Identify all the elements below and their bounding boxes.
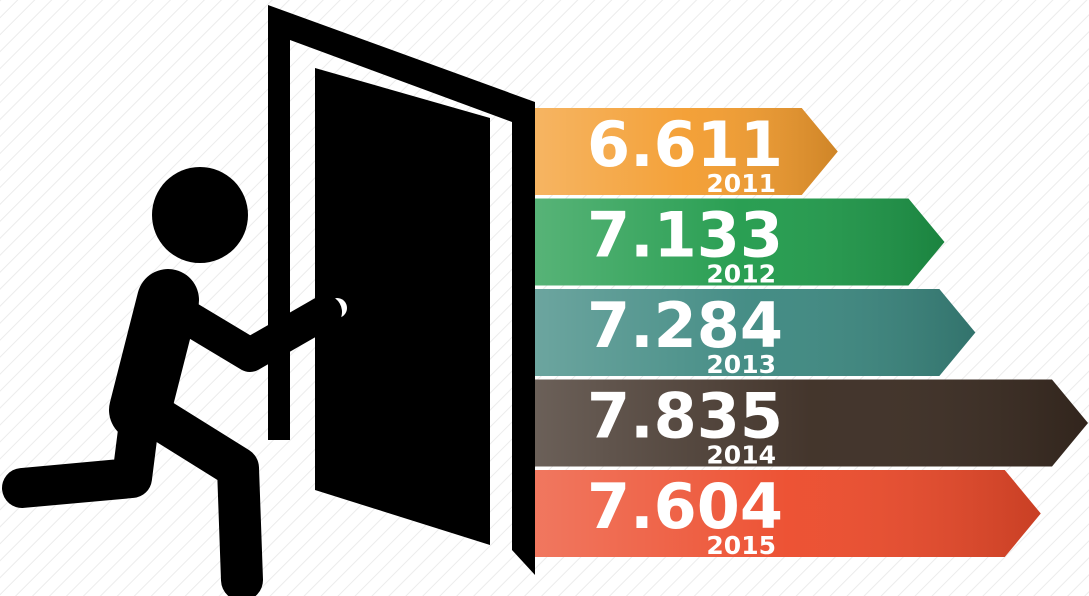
value-label: 7.133 [587,199,783,272]
bar-shine [535,198,945,286]
value-label: 7.835 [587,380,783,453]
year-label: 2014 [706,441,776,470]
value-label: 6.611 [587,108,783,181]
year-label: 2011 [706,169,776,198]
bar-shine [535,108,838,195]
year-label: 2015 [706,531,776,560]
year-label: 2012 [706,260,776,289]
value-label: 7.284 [587,289,783,362]
bar-shine [535,470,1041,557]
bars: 6.61120117.13320127.28420137.83520147.60… [535,108,1088,560]
year-label: 2013 [706,350,776,379]
bar-shine [535,289,976,376]
person [2,167,342,596]
bar-shine [535,379,1088,467]
value-label: 7.604 [587,470,783,543]
